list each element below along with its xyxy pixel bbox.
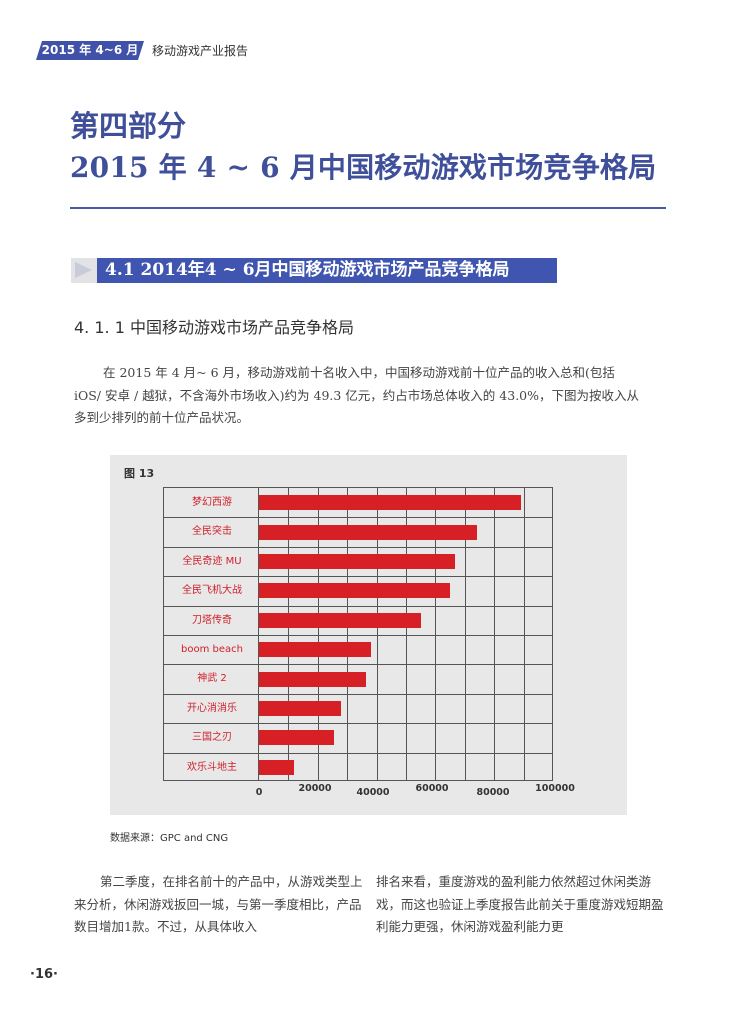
grid-line (317, 488, 319, 780)
category-label: 三国之刃 (192, 732, 232, 744)
bar (259, 495, 521, 511)
subsection-title: 4. 1. 1 中国移动游戏市场产品竞争格局 (74, 318, 354, 337)
body-right-column: 排名来看，重度游戏的盈利能力依然超过休闲类游戏，而这也验证上季度报告此前关于重度… (376, 874, 664, 934)
bar (259, 759, 295, 775)
category-label-column: 梦幻西游全民突击全民奇迹 MU 全民飞机大战 刀塔传奇 boom beach 神武 2 开… (163, 488, 259, 780)
body-left-column: 第二季度，在排名前十的产品中，从游戏类型上来分析，休闲游戏扳回一城，与第一季度相… (74, 874, 363, 934)
bar (259, 642, 371, 658)
category-label: 全民奇迹 MU (182, 555, 242, 567)
row-divider (163, 723, 552, 725)
row-divider (163, 752, 552, 754)
bar (259, 671, 367, 687)
grid-line (376, 488, 378, 780)
row-divider (163, 605, 552, 607)
category-label: 开心消消乐 (187, 702, 237, 714)
row-divider (163, 693, 552, 695)
category-label: 梦幻西游 (192, 497, 232, 508)
category-label: 欢乐斗地主 (187, 761, 237, 773)
row-divider (163, 635, 552, 636)
bar (259, 524, 477, 540)
grid-line (288, 488, 290, 780)
bar (259, 730, 334, 746)
data-source: 数据来源：GPC and CNG (110, 833, 229, 844)
x-tick-label: 20000 (298, 783, 332, 794)
header-date-band: 2015 年 4~6 月 (36, 41, 144, 60)
bar (259, 583, 451, 599)
row-divider (163, 664, 552, 666)
title-divider (70, 207, 666, 209)
grid-line (406, 488, 407, 780)
category-label: 神武 2 (197, 673, 227, 685)
bar (259, 554, 455, 569)
page-number: ·16· (30, 967, 58, 982)
intro-paragraph: 在 2015 年 4 月~ 6 月，移动游戏前十名收入中，中国移动游戏前十位产品… (74, 365, 639, 425)
chart-grid: 梦幻西游全民突击全民奇迹 MU 全民飞机大战 刀塔传奇 boom beach 神武 2 开… (163, 487, 553, 781)
part-title: 第四部分 (70, 109, 187, 143)
x-tick-label: 60000 (415, 783, 449, 794)
grid-line (494, 488, 496, 780)
grid-line (347, 488, 349, 780)
bar (259, 612, 421, 628)
x-tick-label: 40000 (356, 787, 390, 798)
x-tick-label: 0 (255, 787, 263, 798)
bar-chart: 图 13 梦幻西游全民突击全民奇迹 MU 全民飞机大战 刀塔传奇 boom beach… (110, 455, 627, 815)
row-divider (163, 576, 552, 578)
grid-line (435, 488, 437, 780)
grid-line (523, 488, 525, 780)
category-label: boom beach (181, 644, 243, 655)
row-divider (163, 546, 552, 548)
header-date-label: 2015 年 4~6 月 (41, 43, 139, 57)
section-title: 4.1 2014年4 ~ 6月中国移动游戏市场产品竞争格局 (105, 260, 510, 280)
header-report-title: 移动游戏产业报告 (152, 44, 249, 58)
bar (259, 701, 342, 716)
category-label: 全民突击 (192, 526, 232, 538)
category-label: 全民飞机大战 (182, 585, 242, 597)
figure-label: 图 13 (124, 467, 155, 480)
plot-area (259, 488, 553, 780)
grid-line (464, 488, 466, 780)
section-banner: 4.1 2014年4 ~ 6月中国移动游戏市场产品竞争格局 (71, 258, 557, 283)
row-divider (163, 517, 552, 519)
play-arrow-icon (71, 258, 97, 283)
category-label: 刀塔传奇 (192, 614, 232, 626)
x-tick-label: 80000 (476, 787, 510, 798)
x-tick-label: 100000 (535, 783, 575, 794)
part-subtitle: 2015 年 4 ~ 6 月中国移动游戏市场竞争格局 (70, 151, 657, 184)
